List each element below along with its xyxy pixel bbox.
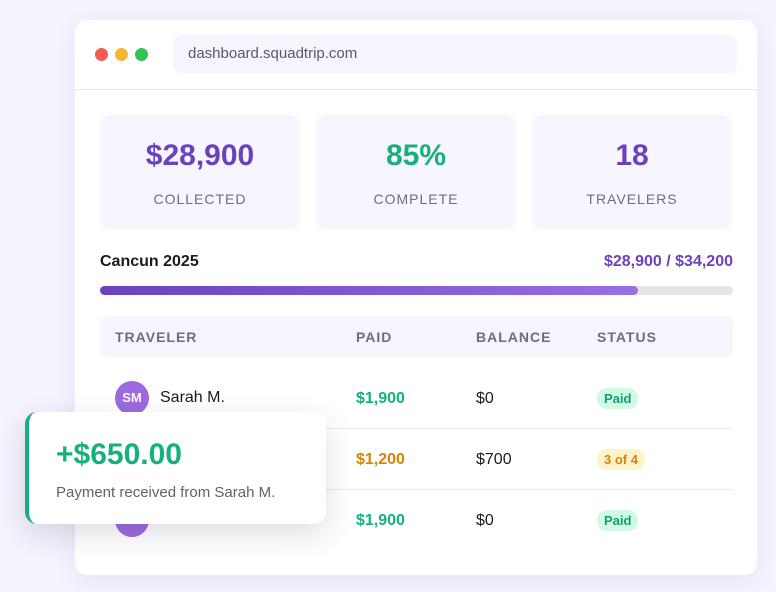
divider (75, 89, 757, 90)
toast: +$650.00 Payment received from Sarah M. (25, 412, 326, 524)
status-badge: Paid (597, 388, 639, 409)
progress-track (100, 286, 733, 295)
stat-label: TRAVELERS (586, 191, 678, 207)
stat-card: $28,900 COLLECTED (100, 115, 300, 229)
paid: $1,900 (356, 390, 405, 407)
column-header: PAID (356, 329, 393, 345)
paid: $1,900 (356, 512, 405, 529)
toast-amount: +$650.00 (56, 438, 182, 471)
avatar: SM (115, 381, 149, 415)
minimize-dot[interactable] (115, 48, 128, 61)
progress-fill (100, 286, 639, 295)
column-header: STATUS (597, 329, 657, 345)
stat-card: 85% COMPLETE (316, 115, 516, 229)
paid: $1,200 (356, 451, 405, 468)
status-badge: Paid (597, 510, 639, 531)
stat-value: $28,900 (145, 139, 255, 172)
stat-value: 85% (385, 139, 447, 172)
url-bar[interactable]: dashboard.squadtrip.com (173, 35, 737, 73)
close-dot[interactable] (95, 48, 108, 61)
row-divider (100, 428, 733, 429)
stat-label: COLLECTED (153, 191, 247, 207)
balance: $0 (476, 390, 494, 407)
balance: $0 (476, 512, 494, 529)
column-header: BALANCE (476, 329, 552, 345)
toast-message: Payment received from Sarah M. (56, 484, 276, 501)
trip-name: Cancun 2025 (100, 253, 199, 270)
stat-card: 18 TRAVELERS (532, 115, 732, 229)
traveler-name: Sarah M. (160, 389, 225, 406)
row-divider (100, 489, 733, 490)
stat-label: COMPLETE (373, 191, 459, 207)
balance: $700 (476, 451, 512, 468)
table-header (100, 316, 733, 357)
stat-value: 18 (615, 139, 649, 172)
trip-amount: $28,900 / $34,200 (603, 253, 733, 270)
status-badge: 3 of 4 (597, 449, 645, 470)
maximize-dot[interactable] (135, 48, 148, 61)
column-header: TRAVELER (115, 329, 198, 345)
